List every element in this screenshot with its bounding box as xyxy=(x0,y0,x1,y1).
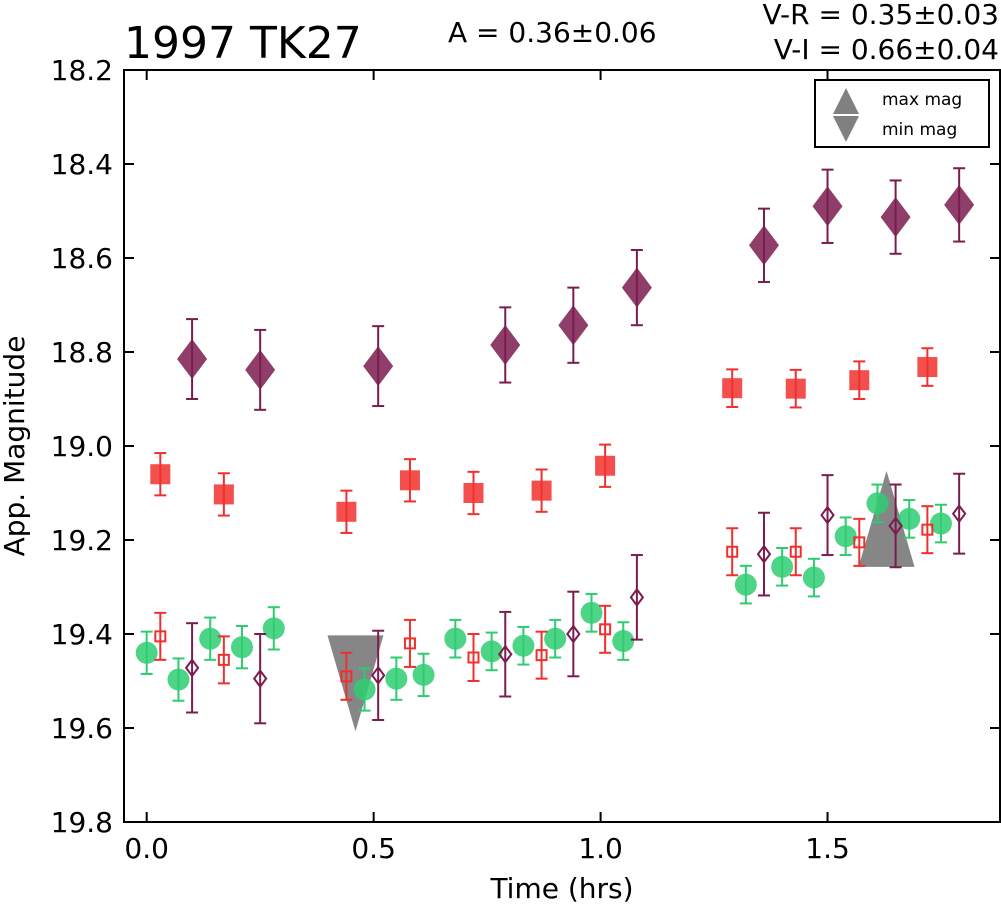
data-point-series-0 xyxy=(245,349,276,390)
data-point-series-3 xyxy=(599,623,612,636)
data-point-series-3 xyxy=(217,653,230,666)
data-point-series-1 xyxy=(531,480,552,501)
data-point-series-3 xyxy=(403,637,416,650)
data-point-series-2 xyxy=(929,512,952,535)
data-point-series-4 xyxy=(566,624,581,644)
y-tick-label: 18.4 xyxy=(51,148,113,181)
data-point-series-0 xyxy=(621,267,652,308)
data-point-series-3 xyxy=(154,630,167,643)
data-point-series-2 xyxy=(771,555,794,578)
data-point-series-0 xyxy=(748,225,779,266)
data-point-series-4 xyxy=(888,516,903,536)
y-axis-label: App. Magnitude xyxy=(0,336,31,557)
y-tick-label: 18.2 xyxy=(51,54,113,87)
data-point-series-2 xyxy=(412,663,435,686)
plot-layer xyxy=(135,167,975,732)
chart-title: 1997 TK27 xyxy=(124,18,362,69)
data-point-series-0 xyxy=(177,339,208,380)
x-tick-label: 1.5 xyxy=(805,832,850,865)
data-point-series-3 xyxy=(340,670,353,683)
data-point-series-4 xyxy=(951,504,967,524)
data-point-series-2 xyxy=(512,634,535,657)
color-vi-label: V-I = 0.66±0.04 xyxy=(774,33,999,66)
data-point-series-2 xyxy=(544,627,567,650)
x-tick-label: 0.5 xyxy=(351,832,396,865)
data-point-series-0 xyxy=(812,186,843,227)
axes-layer: 0.0 0.5 1.0 1.5 18.2 18.4 18.6 18.8 19.0 19.2 19.4… xyxy=(51,54,1000,865)
data-point-series-2 xyxy=(612,630,635,653)
data-point-series-3 xyxy=(853,536,866,549)
plot-frame xyxy=(123,69,1001,823)
data-point-series-2 xyxy=(353,678,376,701)
y-tick-label: 19.0 xyxy=(51,430,113,463)
y-tick-label: 19.4 xyxy=(51,618,113,651)
data-point-series-2 xyxy=(480,640,503,663)
data-point-series-1 xyxy=(849,370,870,391)
data-point-series-1 xyxy=(917,357,938,378)
y-tick-label: 19.6 xyxy=(51,712,113,745)
data-point-series-2 xyxy=(167,668,190,691)
data-point-series-1 xyxy=(463,483,484,503)
data-point-series-2 xyxy=(834,525,857,548)
legend-max-mag: max mag xyxy=(882,90,962,110)
amplitude-label: A = 0.36±0.06 xyxy=(448,16,657,49)
data-point-series-4 xyxy=(629,587,645,608)
data-point-series-1 xyxy=(213,484,234,505)
color-vr-label: V-R = 0.35±0.03 xyxy=(763,0,999,31)
data-point-series-4 xyxy=(252,668,268,689)
data-point-series-4 xyxy=(184,658,200,678)
data-point-series-2 xyxy=(734,573,757,596)
max-mag-marker xyxy=(858,470,915,567)
data-point-series-4 xyxy=(820,505,835,525)
data-point-series-2 xyxy=(231,636,254,659)
data-point-series-0 xyxy=(490,324,521,365)
data-point-series-0 xyxy=(558,305,589,346)
data-point-series-1 xyxy=(150,464,171,485)
y-tick-label: 18.6 xyxy=(51,242,113,275)
data-point-series-2 xyxy=(898,507,921,530)
x-axis-label: Time (hrs) xyxy=(489,872,633,904)
data-point-series-2 xyxy=(866,492,889,515)
data-point-series-2 xyxy=(444,627,467,650)
max-mag-legend-icon xyxy=(833,88,859,114)
data-point-series-1 xyxy=(336,501,357,522)
data-point-series-2 xyxy=(802,566,825,589)
y-tick-label: 19.2 xyxy=(51,524,113,557)
data-point-series-0 xyxy=(363,346,394,387)
data-point-series-2 xyxy=(135,641,158,664)
data-point-series-2 xyxy=(580,601,603,624)
legend: max mag min mag xyxy=(814,79,990,148)
data-point-series-3 xyxy=(535,649,548,662)
y-tick-label: 18.8 xyxy=(51,336,113,369)
data-point-series-3 xyxy=(921,523,934,536)
x-tick-label: 1.0 xyxy=(578,832,623,865)
data-point-series-2 xyxy=(385,667,408,690)
data-point-series-2 xyxy=(262,617,285,640)
data-point-series-4 xyxy=(498,644,513,664)
data-point-series-0 xyxy=(880,197,911,238)
data-point-series-1 xyxy=(595,455,616,476)
data-point-series-0 xyxy=(944,184,975,225)
data-point-series-4 xyxy=(756,544,772,564)
data-point-series-1 xyxy=(785,378,806,399)
legend-min-mag: min mag xyxy=(882,120,957,140)
data-point-series-2 xyxy=(199,627,222,650)
data-point-series-1 xyxy=(722,378,743,399)
data-point-series-3 xyxy=(467,651,480,664)
x-tick-label: 0.0 xyxy=(124,832,169,865)
min-mag-legend-icon xyxy=(833,116,859,142)
data-point-series-1 xyxy=(399,470,420,491)
data-point-series-3 xyxy=(789,545,802,558)
data-point-series-4 xyxy=(370,665,386,686)
data-point-series-3 xyxy=(726,545,739,558)
y-tick-label: 19.8 xyxy=(51,806,113,839)
